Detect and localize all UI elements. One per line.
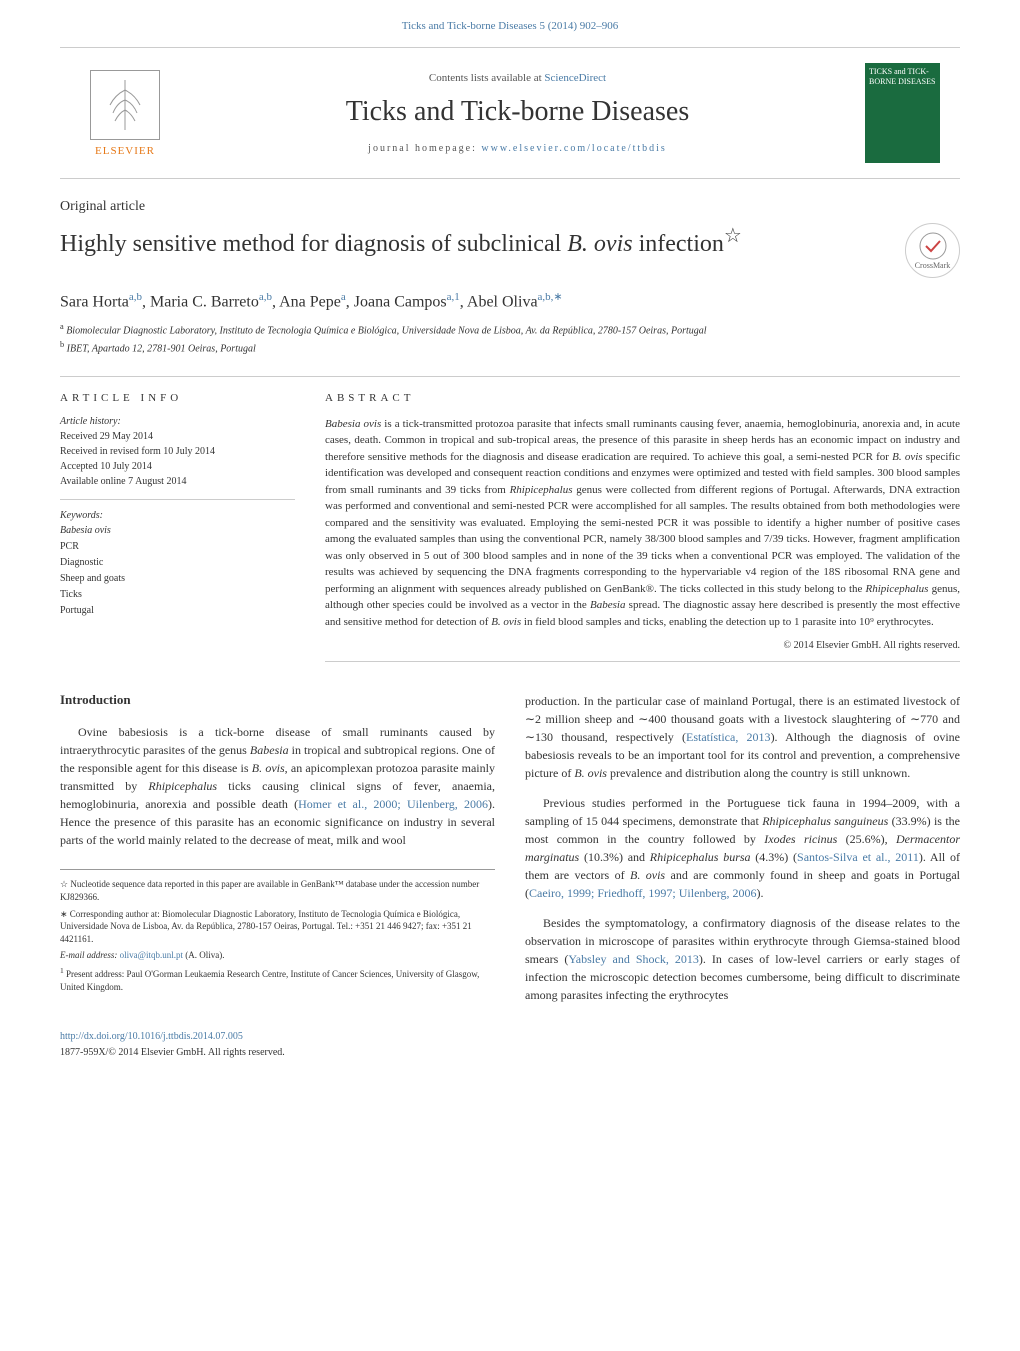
intro-paragraph-4: Besides the symptomatology, a confirmato… [525, 914, 960, 1004]
affiliations: a Biomolecular Diagnostic Laboratory, In… [60, 321, 960, 356]
divider [60, 376, 960, 377]
crossmark-icon [918, 231, 948, 261]
keywords-list: Babesia ovisPCRDiagnosticSheep and goats… [60, 523, 295, 619]
title-note-marker: ☆ [724, 225, 742, 247]
issn-copyright-line: 1877-959X/© 2014 Elsevier GmbH. All righ… [60, 1047, 960, 1058]
intro-paragraph-2: production. In the particular case of ma… [525, 692, 960, 782]
info-abstract-row: ARTICLE INFO Article history: Received 2… [60, 392, 960, 663]
body-columns: Introduction Ovine babesiosis is a tick-… [60, 692, 960, 1016]
contents-prefix: Contents lists available at [429, 72, 544, 84]
crossmark-label: CrossMark [915, 261, 951, 270]
affiliation-b: b IBET, Apartado 12, 2781-901 Oeiras, Po… [60, 339, 960, 356]
homepage-link[interactable]: www.elsevier.com/locate/ttbdis [481, 143, 666, 154]
authors-line: Sara Hortaa,b, Maria C. Barretoa,b, Ana … [60, 290, 960, 311]
title-row: Highly sensitive method for diagnosis of… [60, 223, 960, 278]
article-title: Highly sensitive method for diagnosis of… [60, 223, 885, 260]
left-column: Introduction Ovine babesiosis is a tick-… [60, 692, 495, 1016]
keyword-item: Ticks [60, 587, 295, 603]
page-header-reference: Ticks and Tick-borne Diseases 5 (2014) 9… [0, 0, 1020, 47]
history-label: Article history: [60, 416, 295, 427]
sciencedirect-link[interactable]: ScienceDirect [544, 72, 606, 84]
doi-link[interactable]: http://dx.doi.org/10.1016/j.ttbdis.2014.… [60, 1031, 243, 1042]
abstract-column: ABSTRACT Babesia ovis is a tick-transmit… [325, 392, 960, 663]
footnote-email: E-mail address: oliva@itqb.unl.pt (A. Ol… [60, 949, 495, 962]
citation-link[interactable]: Santos-Silva et al., 2011 [797, 850, 919, 864]
journal-cover-thumbnail: TICKS and TICK-BORNE DISEASES [865, 63, 940, 163]
abstract-heading: ABSTRACT [325, 392, 960, 404]
intro-paragraph-3: Previous studies performed in the Portug… [525, 794, 960, 902]
journal-homepage-line: journal homepage: www.elsevier.com/locat… [170, 143, 865, 154]
abstract-divider [325, 661, 960, 662]
doi-line: http://dx.doi.org/10.1016/j.ttbdis.2014.… [60, 1031, 960, 1042]
accepted-date: Accepted 10 July 2014 [60, 459, 295, 474]
keywords-block: Keywords: Babesia ovisPCRDiagnosticSheep… [60, 510, 295, 619]
keyword-item: Diagnostic [60, 555, 295, 571]
banner-center: Contents lists available at ScienceDirec… [170, 72, 865, 154]
citation-link[interactable]: Yabsley and Shock, 2013 [568, 952, 699, 966]
keywords-label: Keywords: [60, 510, 295, 521]
article-info-heading: ARTICLE INFO [60, 392, 295, 404]
journal-name: Ticks and Tick-borne Diseases [170, 96, 865, 128]
footnote-star: ☆ Nucleotide sequence data reported in t… [60, 878, 495, 903]
title-suffix: infection [633, 231, 724, 257]
article-type: Original article [60, 199, 960, 215]
footnote-present-address: 1 Present address: Paul O'Gorman Leukaem… [60, 966, 495, 993]
email-link[interactable]: oliva@itqb.unl.pt [120, 950, 183, 960]
keyword-item: Sheep and goats [60, 571, 295, 587]
abstract-copyright: © 2014 Elsevier GmbH. All rights reserve… [325, 640, 960, 651]
footnote-corresponding: ∗ Corresponding author at: Biomolecular … [60, 908, 495, 946]
right-column: production. In the particular case of ma… [525, 692, 960, 1016]
online-date: Available online 7 August 2014 [60, 474, 295, 489]
affiliation-a: a Biomolecular Diagnostic Laboratory, In… [60, 321, 960, 338]
keyword-item: PCR [60, 539, 295, 555]
keyword-item: Portugal [60, 603, 295, 619]
cover-text: TICKS and TICK-BORNE DISEASES [869, 67, 936, 86]
footnotes: ☆ Nucleotide sequence data reported in t… [60, 869, 495, 993]
homepage-prefix: journal homepage: [368, 143, 481, 154]
contents-available-line: Contents lists available at ScienceDirec… [170, 72, 865, 84]
title-prefix: Highly sensitive method for diagnosis of… [60, 231, 567, 257]
journal-banner: ELSEVIER Contents lists available at Sci… [60, 47, 960, 179]
introduction-heading: Introduction [60, 692, 495, 708]
elsevier-tree-icon [90, 70, 160, 140]
abstract-text: Babesia ovis is a tick-transmitted proto… [325, 416, 960, 631]
citation-link[interactable]: Homer et al., 2000; Uilenberg, 2006 [298, 797, 488, 811]
elsevier-logo: ELSEVIER [80, 63, 170, 163]
article-info-column: ARTICLE INFO Article history: Received 2… [60, 392, 295, 663]
elsevier-text: ELSEVIER [95, 145, 155, 157]
title-species: B. ovis [567, 231, 632, 257]
intro-paragraph-1: Ovine babesiosis is a tick-borne disease… [60, 723, 495, 849]
citation-link[interactable]: Caeiro, 1999; Friedhoff, 1997; Uilenberg… [529, 886, 757, 900]
article-history-block: Article history: Received 29 May 2014 Re… [60, 416, 295, 500]
revised-date: Received in revised form 10 July 2014 [60, 444, 295, 459]
received-date: Received 29 May 2014 [60, 429, 295, 444]
citation-link[interactable]: Estatística, 2013 [686, 730, 771, 744]
keyword-item: Babesia ovis [60, 523, 295, 539]
crossmark-badge[interactable]: CrossMark [905, 223, 960, 278]
